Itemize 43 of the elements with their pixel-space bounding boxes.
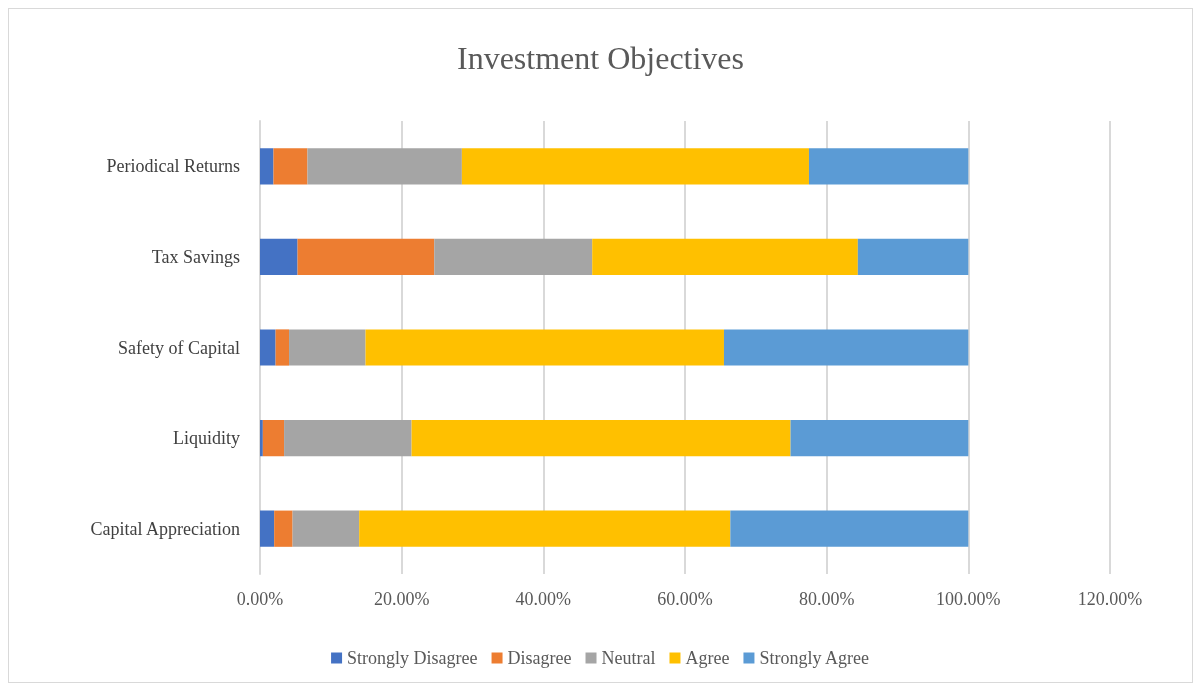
bar <box>808 148 969 185</box>
y-tick-label: Periodical Returns <box>106 156 240 177</box>
x-tick-label: 60.00% <box>657 589 713 609</box>
chart-title: Investment Objectives <box>456 40 745 76</box>
bar <box>260 329 276 366</box>
bar <box>434 238 593 276</box>
bar <box>857 238 969 276</box>
bar <box>292 510 360 547</box>
bar <box>274 510 293 547</box>
y-tick-label: Tax Savings <box>151 246 240 267</box>
bar <box>365 329 724 366</box>
bar <box>289 329 366 366</box>
bar <box>297 238 435 276</box>
bar <box>262 419 285 457</box>
legend-label: Strongly Disagree <box>347 648 478 668</box>
x-tick-label: 0.00% <box>236 589 284 609</box>
y-tick-label: Liquidity <box>173 428 240 449</box>
bar <box>307 148 462 185</box>
x-tick-label: 40.00% <box>515 589 572 609</box>
bar <box>260 419 263 457</box>
legend-label: Agree <box>685 648 730 668</box>
bar <box>275 329 290 366</box>
bar <box>260 148 274 185</box>
legend-label: Disagree <box>507 648 572 668</box>
bar <box>592 238 858 276</box>
bar <box>284 419 412 457</box>
bar <box>723 329 969 366</box>
x-tick-label: 20.00% <box>373 589 430 609</box>
legend-label: Strongly Agree <box>759 648 869 668</box>
y-tick-label: Capital Appreciation <box>90 518 240 539</box>
x-tick-label: 120.00% <box>1077 589 1143 609</box>
bar <box>260 510 275 547</box>
bar <box>461 148 809 185</box>
bar <box>730 510 969 547</box>
y-tick-label: Safety of Capital <box>118 337 240 358</box>
bar <box>790 419 969 457</box>
bar <box>273 148 308 185</box>
x-tick-label: 100.00% <box>936 589 1001 609</box>
bar <box>411 419 791 457</box>
bar <box>260 238 298 276</box>
x-tick-label: 80.00% <box>798 589 855 609</box>
legend-label: Neutral <box>601 648 656 668</box>
bar <box>359 510 731 547</box>
